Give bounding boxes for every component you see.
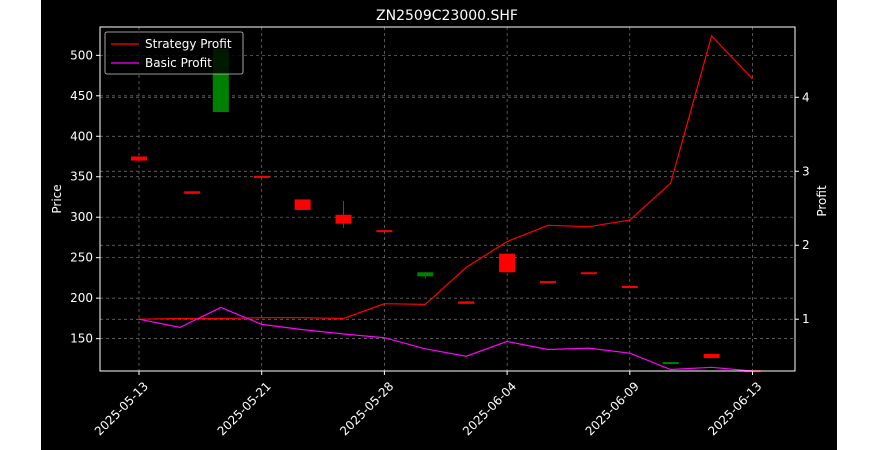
y-tick-right-label-0: 1 bbox=[802, 312, 810, 326]
y-tick-left-label-7: 500 bbox=[70, 48, 93, 62]
candle-body-5 bbox=[335, 214, 352, 224]
candle-body-1 bbox=[184, 191, 201, 194]
legend-box bbox=[104, 31, 244, 75]
candle-body-12 bbox=[621, 286, 638, 289]
plot-frame bbox=[99, 26, 796, 372]
candle-body-6 bbox=[376, 230, 393, 233]
y-tick-left-label-4: 350 bbox=[70, 170, 93, 184]
candle-body-10 bbox=[540, 281, 556, 284]
candle-body-0 bbox=[131, 156, 147, 161]
y-axis-left: 150 200 250 300 350 400 450 500 bbox=[70, 48, 100, 346]
x-axis: 2025-05-13 2025-05-21 2025-05-28 2025-06-04… bbox=[92, 371, 765, 438]
x-tick-label-1: 2025-05-21 bbox=[215, 379, 274, 438]
y-axis-right: 1 2 3 4 bbox=[795, 90, 810, 326]
x-tick-label-4: 2025-06-09 bbox=[583, 379, 642, 438]
y-tick-left-label-0: 150 bbox=[70, 332, 93, 346]
candle-body-9 bbox=[499, 253, 516, 273]
y-tick-right-label-2: 3 bbox=[802, 164, 810, 178]
legend: Strategy Profit Basic Profit bbox=[104, 31, 244, 75]
x-tick-label-0: 2025-05-13 bbox=[92, 379, 151, 438]
x-tick-label-5: 2025-06-13 bbox=[705, 379, 764, 438]
y-tick-right-label-3: 4 bbox=[802, 90, 810, 104]
grid bbox=[100, 27, 795, 371]
y-axis-left-label: Price bbox=[50, 184, 64, 213]
y-tick-left-label-6: 450 bbox=[70, 89, 93, 103]
candle-body-4 bbox=[294, 199, 311, 210]
candle-body-13 bbox=[662, 362, 679, 365]
profit-lines bbox=[138, 34, 753, 372]
candle-body-3 bbox=[253, 175, 270, 178]
candle-body-14 bbox=[703, 354, 720, 359]
chart-figure: 2025-05-13 2025-05-21 2025-05-28 2025-06-04… bbox=[41, 0, 837, 450]
series-line-1 bbox=[138, 306, 753, 372]
x-tick-label-2: 2025-05-28 bbox=[337, 379, 396, 438]
candle-body-11 bbox=[580, 272, 597, 275]
y-axis-right-label: Profit bbox=[815, 185, 829, 217]
series-line-0 bbox=[138, 34, 753, 320]
legend-label-strategy: Strategy Profit bbox=[145, 37, 232, 51]
candlestick-profit-chart: 2025-05-13 2025-05-21 2025-05-28 2025-06-04… bbox=[50, 8, 829, 438]
candle-body-7 bbox=[417, 272, 434, 277]
legend-label-basic: Basic Profit bbox=[145, 56, 212, 70]
chart-title: ZN2509C23000.SHF bbox=[376, 8, 518, 24]
y-tick-left-label-1: 200 bbox=[70, 291, 93, 305]
y-tick-left-label-5: 400 bbox=[70, 129, 93, 143]
y-tick-left-label-3: 300 bbox=[70, 210, 93, 224]
y-tick-right-label-1: 2 bbox=[802, 238, 810, 252]
x-tick-label-3: 2025-06-04 bbox=[460, 379, 519, 438]
y-tick-left-label-2: 250 bbox=[70, 251, 93, 265]
candle-body-8 bbox=[458, 301, 475, 304]
